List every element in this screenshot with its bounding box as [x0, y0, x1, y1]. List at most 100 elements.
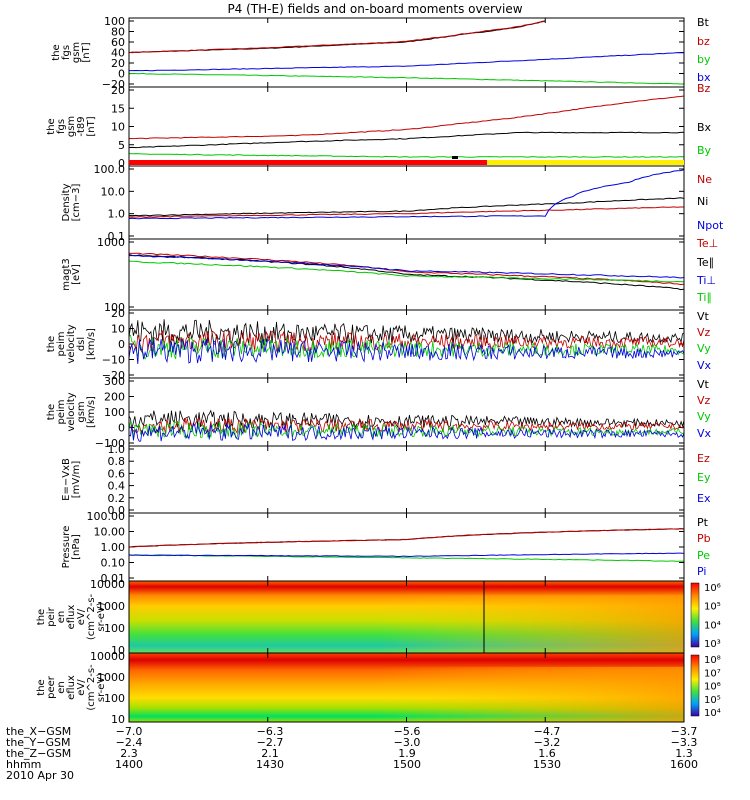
y-tick-label: 1.0	[108, 208, 126, 221]
series-Vy	[128, 420, 685, 439]
x-row-value: −7.0	[116, 725, 143, 738]
legend-Pb: Pb	[697, 532, 711, 545]
x-row-value: −2.4	[116, 736, 143, 749]
legend-Vy: Vy	[697, 342, 711, 355]
colorbar-label: 10⁵	[704, 602, 721, 613]
y-tick-label: 10	[111, 121, 125, 134]
y-tick-label: 0	[118, 157, 125, 170]
legend-Ne: Ne	[697, 173, 712, 186]
series-Vt	[128, 319, 685, 346]
x-row-value: 1400	[115, 758, 143, 771]
x-row-value: −3.3	[671, 736, 698, 749]
x-row-value: 1430	[256, 758, 284, 771]
y-tick-label: 1000	[97, 600, 125, 613]
y-axis-label: [nT]	[81, 42, 92, 62]
y-axis-label: [nT]	[86, 116, 97, 136]
y-axis-label: gsm	[76, 401, 87, 422]
y-axis-label: Pressure	[61, 526, 72, 569]
legend-Bt: Bt	[697, 16, 710, 29]
x-axis-date: 2010 Apr 30	[6, 769, 74, 782]
y-tick-label: 40	[111, 47, 125, 60]
y-tick-label: 0.1	[108, 230, 126, 243]
legend-Pt: Pt	[697, 516, 709, 529]
series-Npot	[128, 169, 685, 220]
x-row-value: −3.2	[534, 736, 561, 749]
x-row-value: −3.0	[394, 736, 421, 749]
series-Ni	[128, 197, 685, 217]
y-tick-label: −10	[102, 354, 125, 367]
series-Vt	[128, 409, 685, 429]
y-tick-label: 20	[111, 84, 125, 97]
y-tick-label: 300	[104, 375, 125, 388]
y-axis-label: the	[36, 609, 47, 625]
y-axis-label: gsm	[66, 116, 77, 137]
y-axis-label: the	[46, 118, 57, 134]
legend-Npot: Npot	[697, 219, 724, 232]
series-Bx	[128, 131, 685, 149]
y-tick-label: 100	[104, 622, 125, 635]
panel-e_vxb: E=−VxB [mV/m]	[61, 445, 685, 514]
legend-bx: bx	[697, 71, 711, 84]
y-axis-label: dsl	[76, 337, 87, 351]
legend-Pi: Pi	[697, 565, 706, 578]
y-axis-label: peir	[46, 606, 57, 626]
legend-Ti∥: Ti∥	[696, 291, 712, 304]
colorbar-label: 10⁶	[704, 682, 721, 693]
y-tick-label: 1000	[97, 236, 125, 249]
y-tick-label: −100	[95, 437, 125, 450]
y-tick-label: 0.6	[108, 467, 126, 480]
series-Ti⊥	[129, 255, 685, 279]
x-row-value: −4.7	[534, 725, 561, 738]
panel-fgs_gsm_t89: the fgs gsm -t89 [nT]	[46, 86, 685, 167]
y-axis-label: (cm^2-s-	[86, 593, 97, 640]
panel-peer_en_eflux: the peer en eflux eV/(cm^2-s-sr-eV)	[36, 652, 700, 723]
y-tick-label: 10000	[90, 578, 125, 591]
y-tick-label: −20	[102, 369, 125, 382]
colorbar-label: 10⁴	[704, 708, 721, 719]
series-Vx	[128, 338, 685, 365]
mode-bar-slow	[129, 160, 487, 165]
spectrogram-overlay	[378, 595, 684, 653]
legend-by: by	[697, 53, 711, 66]
y-axis-label: fgs	[61, 45, 72, 60]
x-row-value: 1500	[393, 758, 421, 771]
y-tick-label: 0	[118, 338, 125, 351]
series-bz	[128, 20, 546, 54]
y-tick-label: 10	[111, 644, 125, 657]
y-tick-label: 100.0	[94, 163, 126, 176]
x-row-value: −5.6	[394, 725, 421, 738]
y-tick-label: 10	[111, 713, 125, 726]
y-tick-label: 5	[118, 139, 125, 152]
y-axis-label: gsm	[71, 42, 82, 63]
panel-frame	[128, 512, 685, 582]
panel-density: Density [cm−3]	[61, 165, 685, 240]
y-tick-label: 1.00	[101, 541, 126, 554]
y-axis-label: en	[56, 681, 67, 694]
colorbar-label: 10⁵	[704, 695, 721, 706]
y-axis-label: velocity	[66, 392, 77, 431]
y-axis-label: the	[46, 336, 57, 352]
panel-peim_velocity_gsm: the peim velocity gsm [km/s]	[46, 377, 685, 447]
y-tick-label: 10.0	[101, 185, 126, 198]
y-axis-label: eV/	[76, 608, 87, 625]
y-axis-label: peim	[56, 399, 67, 424]
x-row-value: 1.3	[675, 747, 693, 760]
y-axis-label: sr-eV)	[96, 602, 107, 631]
series-by	[128, 72, 685, 85]
y-axis-label: [nPa]	[71, 534, 82, 560]
y-tick-label: 1.0	[108, 443, 126, 456]
legend-Te∥: Te∥	[696, 256, 714, 269]
panel-peim_velocity_dsl: the peim velocity dsl [km/s]	[46, 309, 685, 379]
y-tick-label: 200	[104, 391, 125, 404]
legend-Vz: Vz	[697, 394, 711, 407]
y-axis-label: sr-eV)	[96, 673, 107, 702]
y-axis-label: E=−VxB	[61, 458, 72, 501]
series-Ti∥	[128, 260, 685, 283]
mode-bar-fast	[487, 160, 684, 165]
legend-Bx: Bx	[697, 121, 712, 134]
y-tick-label: 0	[118, 68, 125, 81]
x-row-label: the_Z−GSM	[6, 747, 71, 760]
series-By	[128, 153, 685, 158]
legend-Ex: Ex	[697, 492, 711, 505]
x-row-value: −3.7	[671, 725, 698, 738]
